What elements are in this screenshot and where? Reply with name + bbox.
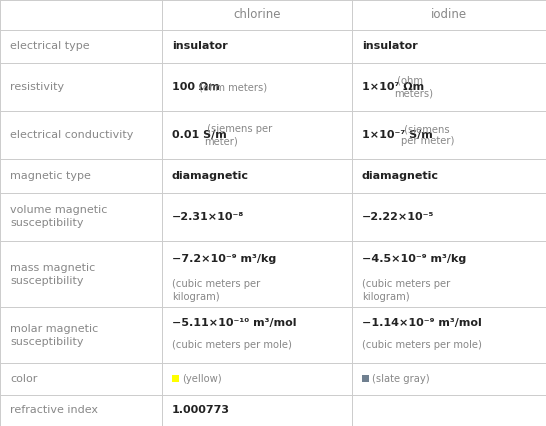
Text: volume magnetic
susceptibility: volume magnetic susceptibility (10, 205, 108, 228)
Text: molar magnetic
susceptibility: molar magnetic susceptibility (10, 324, 98, 347)
Text: (cubic meters per
kilogram): (cubic meters per kilogram) (172, 279, 260, 302)
Text: refractive index: refractive index (10, 405, 98, 415)
Text: (siemens per
meter): (siemens per meter) (204, 124, 272, 147)
Text: (slate gray): (slate gray) (372, 374, 430, 384)
Text: 100 Ωm: 100 Ωm (172, 82, 219, 92)
Bar (172, 375, 179, 382)
Text: resistivity: resistivity (10, 82, 64, 92)
Text: −2.22×10⁻⁵: −2.22×10⁻⁵ (362, 212, 435, 222)
Text: 1×10⁻⁷ S/m: 1×10⁻⁷ S/m (362, 130, 433, 140)
Text: diamagnetic: diamagnetic (362, 171, 439, 181)
Text: (ohm meters): (ohm meters) (197, 82, 268, 92)
Text: iodine: iodine (431, 9, 467, 21)
Text: 0.01 S/m: 0.01 S/m (172, 130, 227, 140)
Text: (yellow): (yellow) (182, 374, 222, 384)
Text: (siemens
per meter): (siemens per meter) (401, 124, 455, 147)
Text: −5.11×10⁻¹⁰ m³/mol: −5.11×10⁻¹⁰ m³/mol (172, 318, 296, 328)
Text: diamagnetic: diamagnetic (172, 171, 249, 181)
Text: −7.2×10⁻⁹ m³/kg: −7.2×10⁻⁹ m³/kg (172, 254, 276, 265)
Text: insulator: insulator (172, 41, 228, 51)
Text: (cubic meters per
kilogram): (cubic meters per kilogram) (362, 279, 450, 302)
Text: 1.000773: 1.000773 (172, 405, 230, 415)
Text: chlorine: chlorine (233, 9, 281, 21)
Text: electrical conductivity: electrical conductivity (10, 130, 133, 140)
Text: −4.5×10⁻⁹ m³/kg: −4.5×10⁻⁹ m³/kg (362, 254, 466, 265)
Text: color: color (10, 374, 37, 384)
Text: insulator: insulator (362, 41, 418, 51)
Text: −1.14×10⁻⁹ m³/mol: −1.14×10⁻⁹ m³/mol (362, 318, 482, 328)
Text: electrical type: electrical type (10, 41, 90, 51)
Text: (cubic meters per mole): (cubic meters per mole) (172, 340, 292, 350)
Text: magnetic type: magnetic type (10, 171, 91, 181)
Bar (362, 375, 369, 382)
Text: −2.31×10⁻⁸: −2.31×10⁻⁸ (172, 212, 245, 222)
Text: mass magnetic
susceptibility: mass magnetic susceptibility (10, 263, 95, 285)
Text: 1×10⁷ Ωm: 1×10⁷ Ωm (362, 82, 424, 92)
Text: (ohm
meters): (ohm meters) (394, 76, 433, 98)
Text: (cubic meters per mole): (cubic meters per mole) (362, 340, 482, 350)
